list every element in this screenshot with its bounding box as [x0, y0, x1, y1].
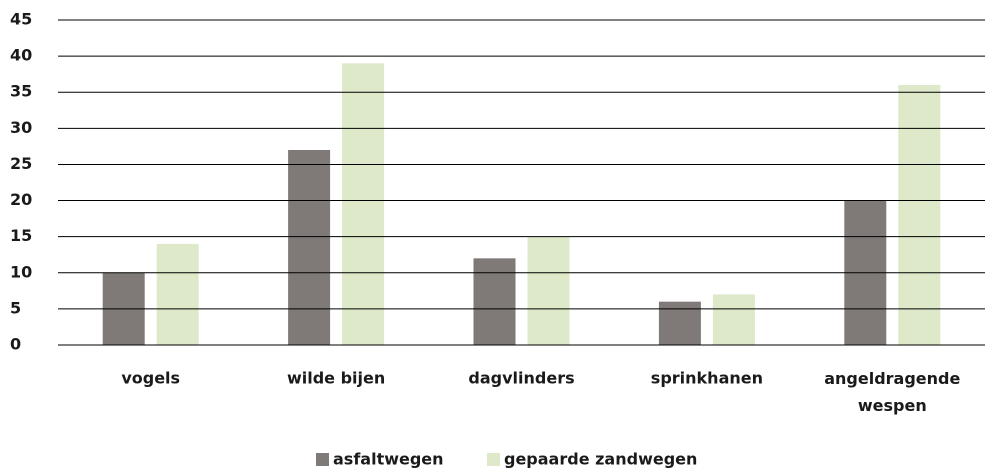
legend-swatch	[316, 453, 329, 466]
y-tick-label: 35	[10, 82, 32, 101]
x-tick-label: vogels	[121, 369, 180, 388]
x-tick-label: dagvlinders	[468, 369, 574, 388]
y-tick-label: 10	[10, 262, 32, 281]
y-tick-label: 0	[10, 335, 21, 354]
y-tick-label: 30	[10, 118, 32, 137]
y-tick-label: 5	[10, 298, 21, 317]
bar	[156, 243, 199, 345]
legend-label: asfaltwegen	[333, 450, 444, 469]
x-tick-label: sprinkhanen	[651, 369, 763, 388]
y-tick-label: 25	[10, 154, 32, 173]
bar	[898, 85, 941, 345]
legend-swatch	[487, 453, 500, 466]
bar	[527, 236, 570, 345]
x-tick-label: wilde bijen	[287, 369, 385, 388]
bar	[658, 301, 701, 345]
y-tick-label: 40	[10, 46, 32, 65]
bar	[342, 63, 385, 345]
bar	[288, 150, 331, 345]
y-tick-label: 45	[10, 10, 32, 29]
x-tick-label-line: wespen	[858, 396, 927, 415]
bar	[712, 294, 755, 345]
x-tick-label-line: angeldragende	[824, 369, 960, 388]
y-tick-label: 15	[10, 226, 32, 245]
x-tick-label: angeldragende wespen	[824, 369, 960, 415]
legend-label: gepaarde zandwegen	[504, 450, 697, 469]
y-tick-label: 20	[10, 190, 32, 209]
bar	[473, 258, 516, 345]
